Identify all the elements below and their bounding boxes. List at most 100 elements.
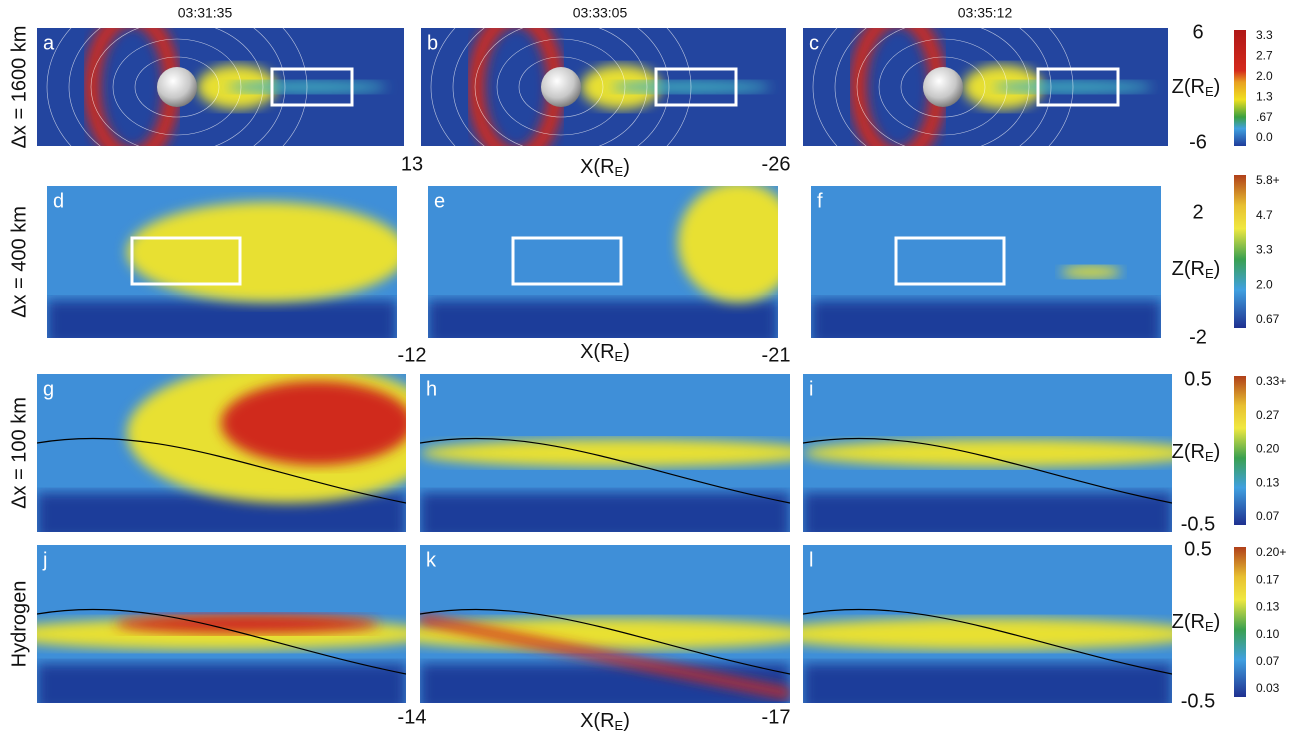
colorbar-label: 0.07 — [1256, 509, 1280, 523]
feature-core — [221, 381, 413, 465]
panel: h — [420, 374, 820, 540]
row-label: Δx = 100 km — [8, 397, 30, 509]
panel-image — [428, 182, 798, 346]
z-top: 2 — [1192, 201, 1203, 223]
x-left: -12 — [398, 344, 427, 366]
dark-floor — [811, 300, 1161, 346]
panel-letter: j — [42, 549, 47, 571]
panel: k — [380, 545, 820, 711]
label-main: X(R — [580, 710, 614, 732]
colorbar — [1234, 547, 1246, 697]
label-close: ) — [1214, 76, 1221, 98]
panel-image — [803, 0, 1168, 189]
panel: i — [803, 374, 1203, 540]
earth — [541, 67, 581, 107]
panel-letter: c — [809, 32, 819, 54]
label-close: ) — [623, 710, 630, 732]
label-sub: E — [615, 164, 624, 179]
axis-label: X(RE) — [580, 341, 630, 364]
colorbar-label: 0.27 — [1256, 408, 1280, 422]
axis-label: Z(RE) — [1172, 258, 1221, 281]
z-bottom: -0.5 — [1181, 513, 1215, 535]
colorbar-label: .67 — [1256, 110, 1273, 124]
panel-letter: h — [426, 378, 437, 400]
panel-image — [37, 363, 447, 540]
axis-label: Z(RE) — [1172, 441, 1221, 464]
colorbar-label: 0.13 — [1256, 600, 1280, 614]
label-main: X(R — [580, 341, 614, 363]
panel: g — [37, 363, 447, 540]
panel-letter: i — [809, 378, 813, 400]
colorbar — [1234, 175, 1246, 328]
colorbar-label: 0.20 — [1256, 442, 1280, 456]
panel: f — [811, 186, 1161, 346]
x-left: -14 — [398, 706, 427, 728]
label-sub: E — [615, 718, 624, 733]
row-label: Δx = 1600 km — [8, 26, 30, 149]
time-label: 03:33:05 — [573, 5, 628, 21]
feature-glow — [678, 182, 798, 302]
colorbar-label: 2.7 — [1256, 49, 1273, 63]
label-main: Z(R — [1172, 76, 1205, 98]
panel-letter: l — [809, 549, 813, 571]
colorbar-label: 0.0 — [1256, 130, 1273, 144]
label-main: Z(R — [1172, 441, 1205, 463]
label-sub: E — [1205, 449, 1214, 464]
dark-floor — [803, 664, 1172, 711]
feature-glow — [127, 202, 407, 302]
colorbar-label: 5.8+ — [1256, 173, 1280, 187]
colorbar-label: 0.20+ — [1256, 545, 1286, 559]
panel-image — [37, 0, 404, 189]
time-label: 03:31:35 — [178, 5, 233, 21]
colorbar-label: 0.13 — [1256, 475, 1280, 489]
earth — [923, 67, 963, 107]
axis-label: Z(RE) — [1172, 76, 1221, 99]
x-right: -17 — [762, 706, 791, 728]
panel-letter: e — [434, 190, 445, 212]
panel-image — [47, 186, 407, 346]
label-main: X(R — [580, 156, 614, 178]
feature-glow — [763, 618, 1203, 650]
panel: l — [763, 545, 1203, 711]
panel-letter: g — [43, 378, 54, 400]
axis-label: X(RE) — [580, 156, 630, 179]
z-top: 0.5 — [1184, 368, 1212, 390]
colorbar-label: 0.07 — [1256, 654, 1280, 668]
dark-floor — [428, 300, 778, 346]
panel-letter: b — [427, 32, 438, 54]
panel-image — [803, 374, 1203, 540]
z-bottom: -0.5 — [1181, 690, 1215, 712]
panel-letter: f — [817, 190, 823, 212]
dark-floor — [420, 493, 790, 540]
earth — [157, 67, 197, 107]
z-bottom: -2 — [1189, 326, 1207, 348]
colorbar-label: 1.3 — [1256, 89, 1273, 103]
panel-image — [420, 374, 820, 540]
panel-letter: k — [426, 549, 437, 571]
panel-letter: d — [53, 190, 64, 212]
panel-letter: a — [43, 32, 55, 54]
z-top: 6 — [1192, 21, 1203, 43]
colorbar-label: 4.7 — [1256, 208, 1273, 222]
colorbar-label: 0.03 — [1256, 681, 1280, 695]
colorbar-label: 3.3 — [1256, 243, 1273, 257]
panel: d — [47, 186, 407, 346]
panel-image — [380, 545, 820, 711]
feature-core — [115, 614, 379, 633]
x-right: -21 — [762, 344, 791, 366]
panel-image — [0, 545, 437, 711]
colorbar — [1234, 376, 1246, 525]
label-close: ) — [1214, 611, 1221, 633]
feature-glow — [803, 439, 1203, 467]
colorbar-label: 0.67 — [1256, 312, 1280, 326]
dark-floor — [47, 300, 397, 346]
colorbar-label: 0.17 — [1256, 572, 1280, 586]
panel: a — [37, 0, 404, 189]
colorbar-label: 2.0 — [1256, 277, 1273, 291]
figure: 03:31:3503:33:0503:35:12Δx = 1600 kmabc6… — [0, 0, 1302, 737]
colorbar-label: 3.3 — [1256, 28, 1273, 42]
colorbar-label: 0.33+ — [1256, 374, 1286, 388]
feature-glow — [1061, 266, 1121, 278]
colorbar-label: 0.10 — [1256, 627, 1280, 641]
z-top: 0.5 — [1184, 538, 1212, 560]
